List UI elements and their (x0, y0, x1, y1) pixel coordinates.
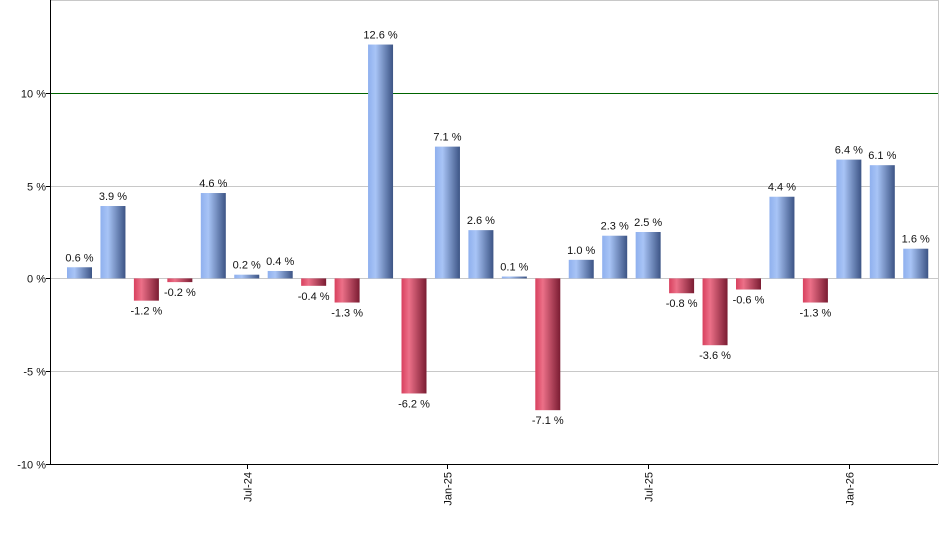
bar (669, 278, 695, 294)
bar (167, 278, 193, 283)
bar (401, 278, 427, 394)
data-label: 0.2 % (233, 260, 261, 272)
data-labels: 0.6 % 3.9 % -1.2 %-0.2 % 4.6 % 0.2 % 0.4 % -0.… (65, 30, 930, 428)
bar (602, 235, 628, 279)
x-tick-label: Jul-25 (644, 472, 656, 502)
bar (368, 44, 394, 279)
bar (468, 230, 494, 279)
data-label: 1.6 % (902, 234, 930, 246)
bar (869, 165, 895, 279)
data-label: 0.6 % (65, 252, 93, 264)
bar (535, 278, 561, 411)
bar (334, 278, 360, 303)
y-tick-label: -5 % (23, 367, 46, 379)
data-label: -1.3 % (800, 308, 832, 320)
data-label: 2.3 % (601, 221, 629, 233)
data-label: 12.6 % (363, 30, 397, 42)
data-label: 4.6 % (199, 178, 227, 190)
x-tick-label: Jan-25 (443, 472, 455, 506)
bar (836, 159, 862, 279)
data-label: -0.6 % (733, 295, 765, 307)
data-label: -0.2 % (164, 287, 196, 299)
bar (200, 193, 226, 279)
bar (802, 278, 828, 303)
data-label: -0.4 % (298, 291, 330, 303)
bars (67, 44, 929, 411)
bar (267, 270, 293, 279)
gridlines (50, 0, 939, 464)
data-label: -0.8 % (666, 298, 698, 310)
data-label: 6.4 % (835, 145, 863, 157)
x-tick-label: Jul-24 (243, 472, 255, 502)
bar (903, 248, 929, 279)
bar (769, 196, 795, 279)
data-label: 2.5 % (634, 217, 662, 229)
x-tick-label: Jan-26 (845, 472, 857, 506)
data-label: -1.3 % (331, 308, 363, 320)
y-tick-label: 0 % (27, 274, 46, 286)
bar (133, 278, 159, 301)
bar (501, 276, 527, 279)
bar (67, 267, 92, 279)
y-tick-label: -10 % (17, 460, 46, 472)
data-label: -6.2 % (398, 398, 430, 410)
data-label: -1.2 % (131, 306, 163, 318)
data-label: 0.4 % (266, 256, 294, 268)
bar (301, 278, 327, 286)
bar (702, 278, 728, 346)
data-label: 7.1 % (433, 132, 461, 144)
y-tick-label: 10 % (21, 89, 46, 101)
bar (434, 146, 460, 279)
bar (635, 232, 661, 279)
data-label: 1.0 % (567, 245, 595, 257)
axes: 10 % 5 % 0 % -5 % -10 % Jul-24 Jan-25 Jul-25 Jan… (17, 0, 938, 506)
data-label: -3.6 % (699, 350, 731, 362)
y-tick-label: 5 % (27, 182, 46, 194)
bar (100, 206, 126, 279)
data-label: 4.4 % (768, 182, 796, 194)
data-label: 2.6 % (467, 215, 495, 227)
bar (736, 278, 761, 290)
bar (568, 259, 594, 279)
bar (234, 274, 260, 279)
data-label: 0.1 % (500, 262, 528, 274)
data-label: 6.1 % (868, 150, 896, 162)
data-label: -7.1 % (532, 415, 564, 427)
data-label: 3.9 % (99, 191, 127, 203)
